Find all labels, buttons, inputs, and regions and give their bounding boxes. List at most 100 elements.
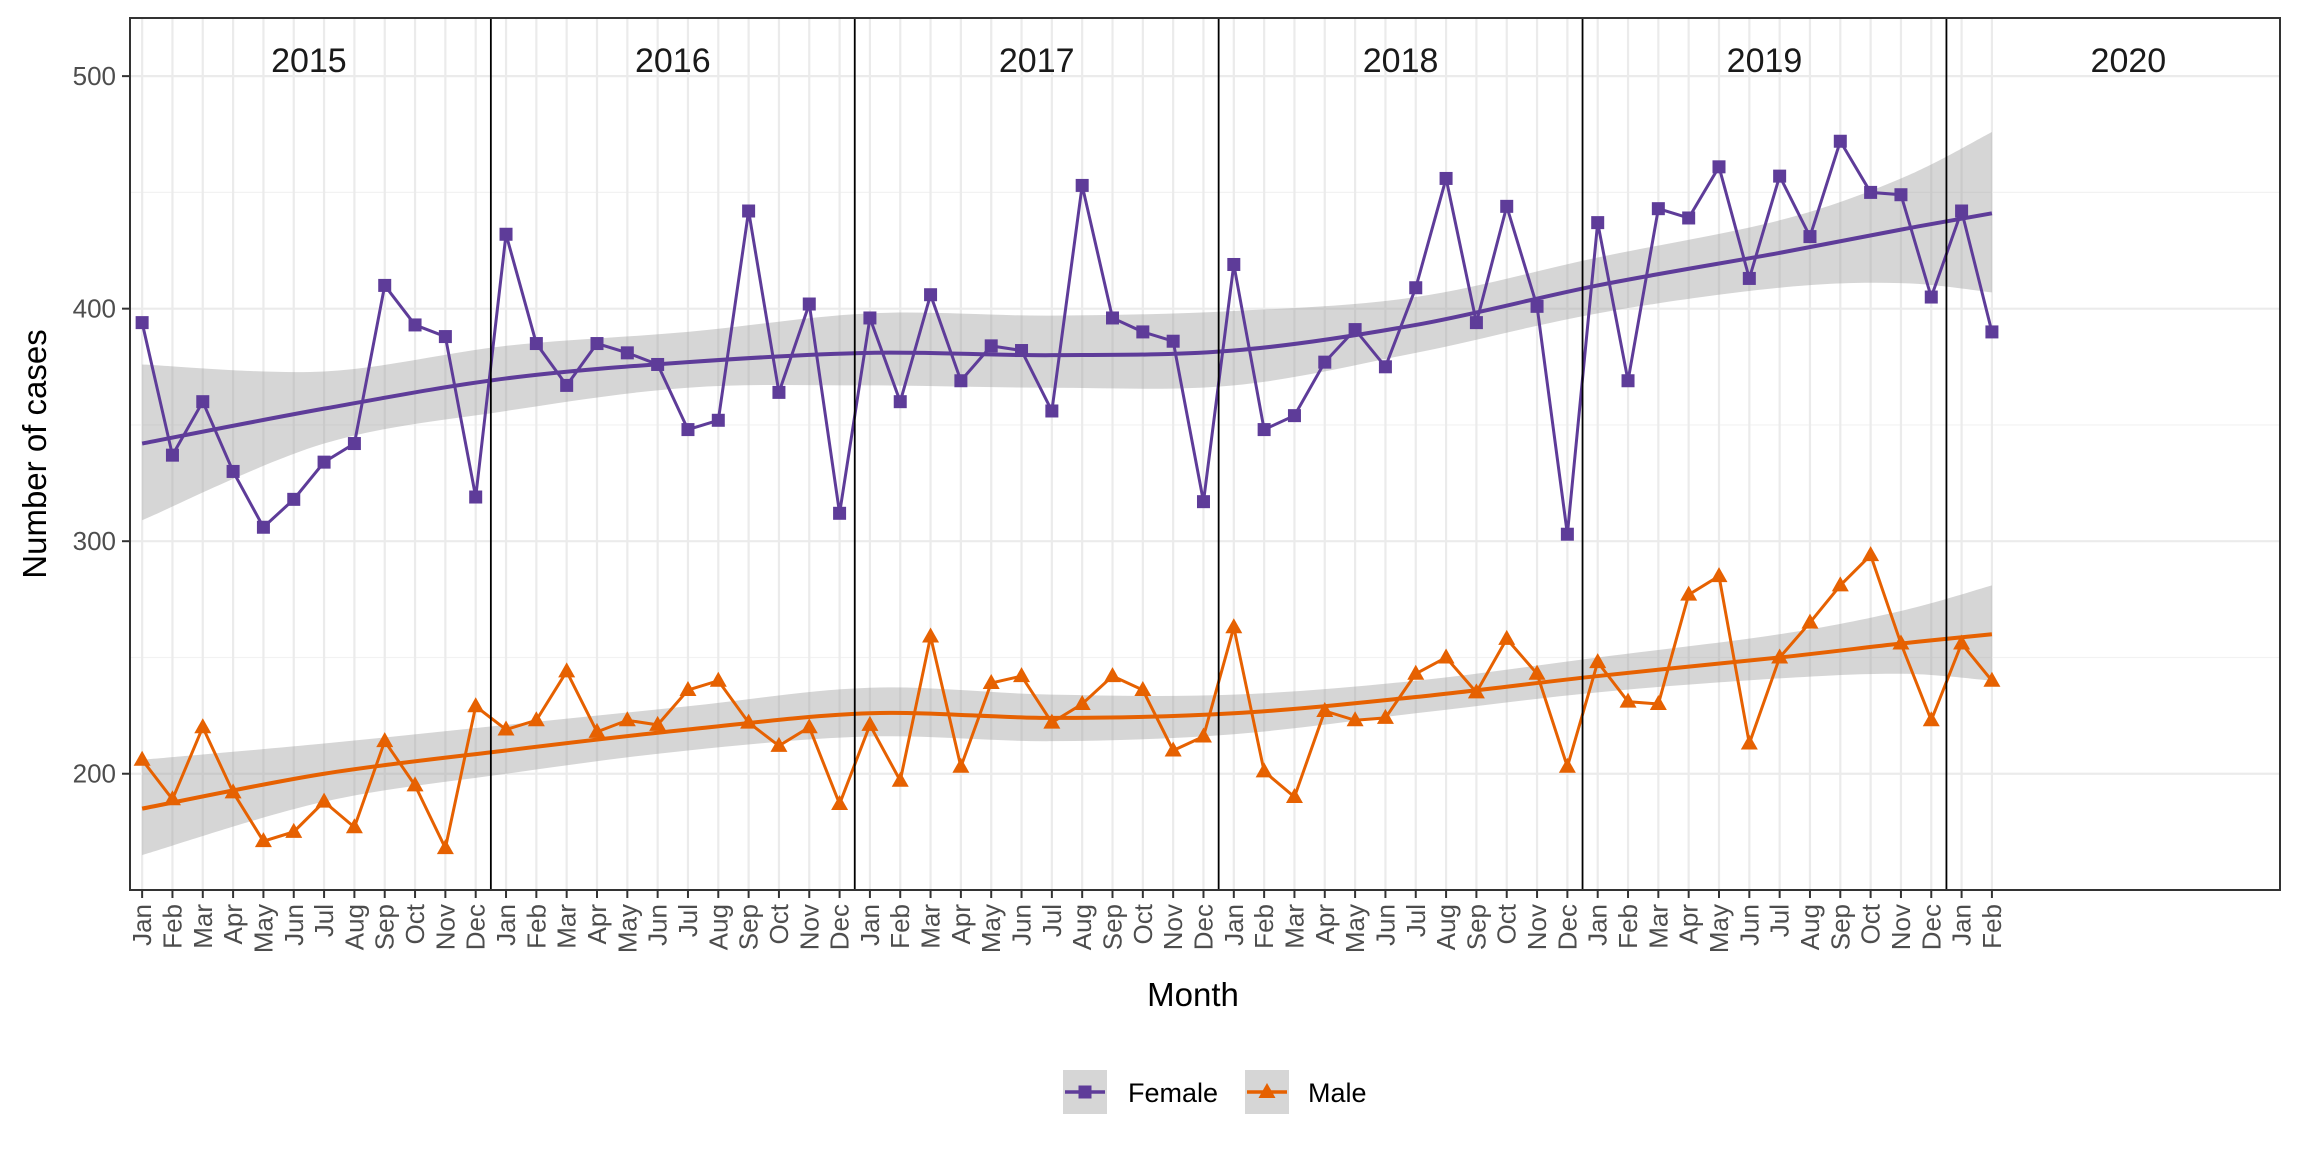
female-point: [1560, 527, 1574, 541]
x-tick-label: Mar: [916, 904, 946, 949]
x-tick-label: Aug: [703, 904, 733, 950]
x-tick-label: Sep: [370, 904, 400, 950]
x-tick-label: Feb: [885, 904, 915, 949]
male-point: [1983, 671, 2001, 687]
y-axis-title: Number of cases: [16, 329, 53, 578]
y-tick-label: 500: [73, 61, 116, 91]
female-point: [772, 385, 786, 399]
male-point: [527, 711, 545, 727]
y-tick-label: 400: [73, 294, 116, 324]
x-tick-label: Jun: [1007, 904, 1037, 946]
male-point: [861, 715, 879, 731]
female-point: [135, 316, 149, 330]
x-tick-label: May: [612, 904, 642, 953]
year-dividers: 2015 2016 2017 2018 2019 2020: [271, 18, 2166, 890]
year-label: 2018: [1363, 42, 1439, 80]
male-trend-line: [141, 632, 1993, 811]
female-point: [1469, 316, 1483, 330]
female-point: [1287, 409, 1301, 423]
x-tick-label: Dec: [1916, 904, 1946, 950]
x-tick-label: Feb: [1613, 904, 1643, 949]
x-tick-label: Nov: [430, 904, 460, 950]
x-tick-label: Sep: [1825, 904, 1855, 950]
female-point: [1409, 281, 1423, 295]
legend: Female Male: [1063, 1070, 1367, 1114]
female-confidence-band: [142, 131, 1992, 521]
female-point: [1530, 299, 1544, 313]
x-tick-label: Mar: [188, 904, 218, 949]
x-tick-label: Apr: [1674, 904, 1704, 945]
male-point: [1376, 708, 1394, 724]
female-point: [469, 490, 483, 504]
female-point: [1106, 311, 1120, 325]
female-point: [1742, 271, 1756, 285]
female-point: [317, 455, 331, 469]
female-point: [1166, 334, 1180, 348]
confidence-bands: [142, 131, 1992, 856]
female-point: [529, 337, 543, 351]
male-point: [1043, 713, 1061, 729]
x-tick-label: May: [1340, 904, 1370, 953]
female-point: [1591, 216, 1605, 230]
male-point: [1194, 727, 1212, 743]
series-markers: [133, 134, 2001, 855]
legend-marker-male: [1258, 1083, 1276, 1098]
male-point: [558, 662, 576, 678]
x-tick-label: Nov: [1522, 904, 1552, 950]
x-tick-label: Dec: [1552, 904, 1582, 950]
male-point: [1407, 664, 1425, 680]
female-point: [742, 204, 756, 218]
y-axis: 200 300 400 500: [73, 61, 130, 789]
x-tick-label: Sep: [734, 904, 764, 950]
male-point: [1558, 757, 1576, 773]
female-point: [1439, 171, 1453, 185]
year-label: 2020: [2091, 42, 2167, 80]
x-tick-label: Nov: [794, 904, 824, 950]
x-tick-label: Oct: [764, 903, 794, 944]
female-point: [893, 395, 907, 409]
x-axis-title: Month: [1147, 976, 1239, 1013]
male-point: [497, 720, 515, 736]
x-tick-label: Apr: [1310, 904, 1340, 945]
male-point: [224, 783, 242, 799]
female-point: [1955, 204, 1969, 218]
male-point: [1922, 711, 1940, 727]
x-tick-label: Jul: [1401, 904, 1431, 937]
legend-marker-female: [1078, 1085, 1092, 1099]
male-point: [1528, 664, 1546, 680]
male-point: [1104, 667, 1122, 683]
male-point: [1801, 613, 1819, 629]
female-point: [984, 339, 998, 353]
male-point: [406, 776, 424, 792]
female-point: [863, 311, 877, 325]
male-point: [891, 771, 909, 787]
female-point: [1136, 325, 1150, 339]
x-tick-label: Dec: [461, 904, 491, 950]
male-point: [922, 627, 940, 643]
male-point: [1649, 694, 1667, 710]
x-tick-label: Aug: [339, 904, 369, 950]
x-tick-label: Jul: [1765, 904, 1795, 937]
male-point: [1953, 634, 1971, 650]
y-tick-label: 200: [73, 759, 116, 789]
x-tick-label: Aug: [1067, 904, 1097, 950]
female-point: [620, 346, 634, 360]
female-point: [1985, 325, 1999, 339]
x-tick-label: Apr: [946, 904, 976, 945]
legend-label-male: Male: [1308, 1078, 1367, 1108]
male-point: [1498, 629, 1516, 645]
female-point: [256, 520, 270, 534]
x-tick-label: Oct: [400, 903, 430, 944]
female-point: [1378, 360, 1392, 374]
year-label: 2015: [271, 42, 347, 80]
x-tick-label: Jan: [1583, 904, 1613, 946]
x-tick-label: Aug: [1431, 904, 1461, 950]
x-tick-label: Feb: [157, 904, 187, 949]
x-axis: Jan Feb Mar Apr May Jun Jul Aug Sep Oct Nov Dec Jan F…: [127, 890, 2007, 953]
male-point: [1164, 741, 1182, 757]
male-point: [1437, 648, 1455, 664]
male-point: [649, 715, 667, 731]
male-point: [194, 718, 212, 734]
female-point: [560, 378, 574, 392]
